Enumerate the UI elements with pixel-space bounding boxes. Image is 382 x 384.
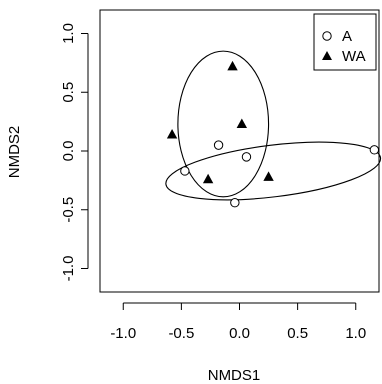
point-wa <box>166 129 178 139</box>
point-a <box>213 140 224 150</box>
legend-marker-wa <box>322 51 332 60</box>
legend: A WA <box>313 13 377 71</box>
point-a <box>180 166 190 176</box>
y-tick-label: 1.0 <box>60 23 77 44</box>
x-tick-label: -0.5 <box>168 325 194 342</box>
point-a <box>230 198 240 208</box>
y-tick-label: 0.5 <box>60 82 77 103</box>
ellipse-a <box>165 141 382 201</box>
legend-box <box>313 13 377 71</box>
point-a <box>241 152 252 162</box>
x-tick-label: 0.0 <box>229 325 250 342</box>
x-axis-title: NMDS1 <box>208 367 261 384</box>
y-axis: -1.0 -0.5 0.0 0.5 1.0 <box>60 23 89 282</box>
point-wa <box>202 173 214 184</box>
y-tick-label: -1.0 <box>60 256 77 282</box>
legend-marker-a <box>322 31 332 41</box>
legend-label-wa: WA <box>342 48 366 65</box>
y-tick-label: 0.0 <box>60 141 77 162</box>
ellipse-wa <box>177 50 270 198</box>
point-wa <box>227 60 238 71</box>
x-tick-label: -1.0 <box>110 325 136 342</box>
point-a <box>369 145 380 155</box>
x-axis: -1.0 -0.5 0.0 0.5 1.0 <box>110 302 366 342</box>
y-axis-title: NMDS2 <box>6 126 23 179</box>
legend-label-a: A <box>342 28 352 45</box>
ellipses-layer <box>165 50 382 201</box>
point-wa <box>236 118 248 128</box>
x-tick-label: 1.0 <box>345 325 366 342</box>
y-tick-label: -0.5 <box>60 197 77 223</box>
points-layer <box>166 60 380 208</box>
point-wa <box>263 171 274 181</box>
x-tick-label: 0.5 <box>287 325 308 342</box>
plot-frame <box>99 9 380 293</box>
